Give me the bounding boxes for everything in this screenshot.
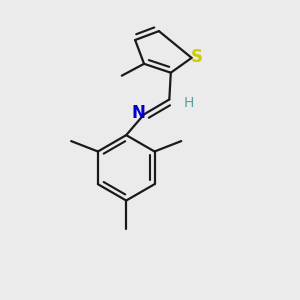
Text: H: H (184, 96, 194, 110)
Text: N: N (131, 103, 145, 122)
Text: S: S (191, 48, 203, 66)
